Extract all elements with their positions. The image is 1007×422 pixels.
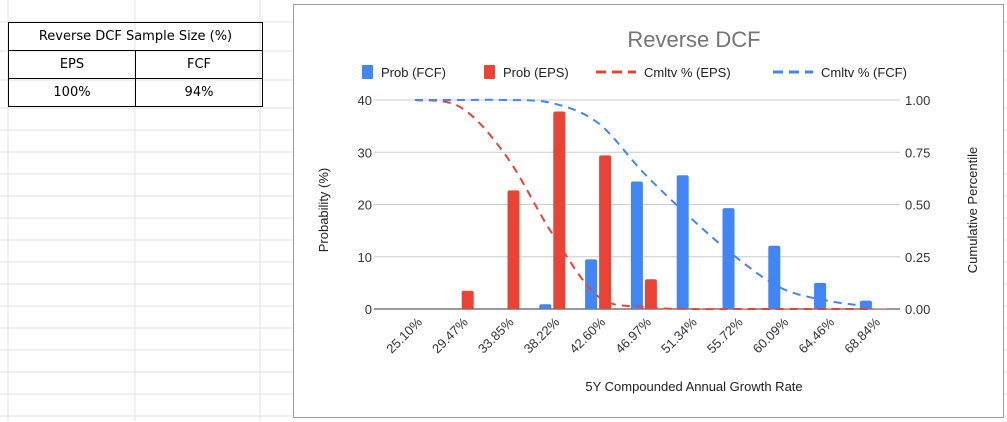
legend: Prob (FCF) Prob (EPS) Cmltv % (EPS) Cmltv %… <box>362 65 907 80</box>
legend-swatch-bar <box>362 65 373 79</box>
y-tick-label: 40 <box>358 93 372 108</box>
bar-prob-eps[interactable] <box>553 111 566 310</box>
chart-svg: Reverse DCF Prob (FCF) Prob (EPS) Cmltv % … <box>316 27 980 394</box>
bar-prob-eps[interactable] <box>644 279 657 309</box>
x-tick-label: 68.84% <box>841 314 883 356</box>
header-eps: EPS <box>8 50 136 79</box>
x-tick-label: 25.10% <box>383 314 425 356</box>
chart-title: Reverse DCF <box>627 27 760 52</box>
x-tick-label: 33.85% <box>475 314 517 356</box>
table-title: Reverse DCF Sample Size (%) <box>8 22 263 51</box>
legend-label[interactable]: Cmltv % (EPS) <box>644 65 731 80</box>
line-cmltv-eps[interactable] <box>414 99 873 311</box>
bar-prob-fcf[interactable] <box>768 245 781 309</box>
legend-label[interactable]: Prob (FCF) <box>381 65 446 80</box>
x-tick-label: 38.22% <box>521 314 563 356</box>
y2-tick-label: 0.75 <box>905 145 930 160</box>
y-axis-title: Probability (%) <box>316 168 331 253</box>
legend-swatch-bar <box>484 65 495 79</box>
x-tick-label: 46.97% <box>612 314 654 356</box>
x-tick-label: 42.60% <box>566 314 608 356</box>
bar-prob-fcf[interactable] <box>630 181 643 309</box>
y-tick-label: 20 <box>358 198 372 213</box>
x-tick-label: 60.09% <box>750 314 792 356</box>
bar-prob-fcf[interactable] <box>676 175 689 309</box>
bar-prob-fcf[interactable] <box>814 282 827 309</box>
y2-tick-label: 0.25 <box>905 250 930 265</box>
bar-prob-fcf[interactable] <box>585 259 598 309</box>
y-tick-label: 30 <box>358 145 372 160</box>
bar-prob-eps[interactable] <box>461 290 474 309</box>
bar-prob-eps[interactable] <box>873 308 886 309</box>
y2-tick-label: 0.50 <box>905 198 930 213</box>
line-cmltv-fcf[interactable] <box>414 98 874 308</box>
y2-tick-label: 0.00 <box>905 302 930 317</box>
x-tick-label: 51.34% <box>658 314 700 356</box>
x-tick-label: 64.46% <box>795 314 837 356</box>
x-tick-label: 55.72% <box>704 314 746 356</box>
bar-prob-fcf[interactable] <box>722 208 735 309</box>
legend-label[interactable]: Cmltv % (FCF) <box>821 65 907 80</box>
reverse-dcf-chart[interactable]: Reverse DCF Prob (FCF) Prob (EPS) Cmltv % … <box>293 4 1004 418</box>
y-tick-label: 10 <box>358 250 372 265</box>
y2-tick-label: 1.00 <box>905 93 930 108</box>
bar-prob-eps[interactable] <box>507 190 520 309</box>
x-tick-label: 29.47% <box>429 314 471 356</box>
header-fcf: FCF <box>135 50 263 79</box>
value-eps[interactable]: 100% <box>8 78 136 107</box>
bar-prob-eps[interactable] <box>599 155 612 309</box>
legend-label[interactable]: Prob (EPS) <box>503 65 569 80</box>
y-tick-label: 0 <box>365 302 372 317</box>
y2-axis-title: Cumulative Percentile <box>965 147 980 273</box>
bar-prob-fcf[interactable] <box>539 304 552 309</box>
sample-size-table: Reverse DCF Sample Size (%) EPS FCF 100%… <box>8 22 263 107</box>
value-fcf[interactable]: 94% <box>135 78 263 107</box>
x-axis-title: 5Y Compounded Annual Growth Rate <box>585 379 802 394</box>
bar-prob-fcf[interactable] <box>859 300 872 309</box>
